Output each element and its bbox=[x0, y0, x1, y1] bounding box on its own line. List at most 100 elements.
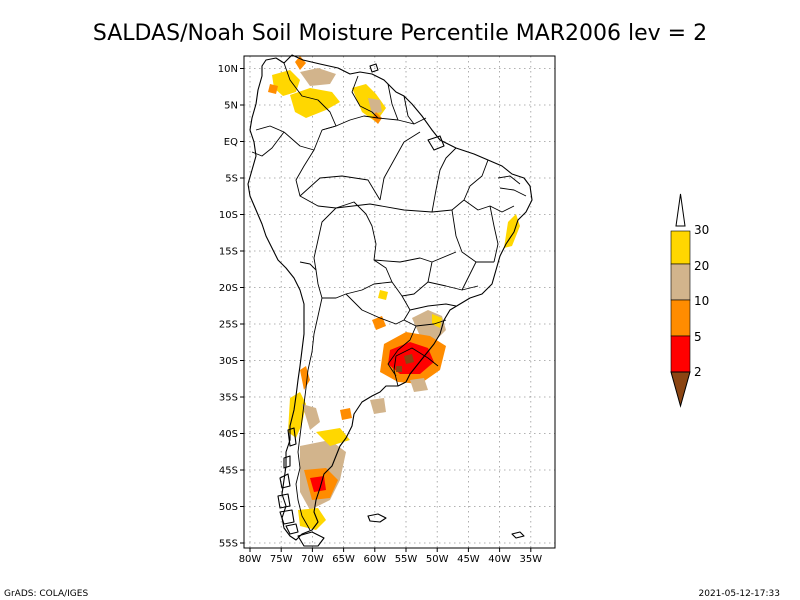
patch-rio-grande bbox=[372, 310, 446, 392]
lat-label-25S: 25S bbox=[219, 320, 238, 331]
border-brazil-state-3 bbox=[379, 131, 421, 201]
border-brazil-state-6 bbox=[463, 199, 515, 213]
patch-yellow-east-coast bbox=[504, 214, 520, 248]
border-guianas-brazil bbox=[377, 117, 427, 125]
border-bolivia-paraguay bbox=[322, 281, 393, 299]
border-brazil-state-9 bbox=[373, 251, 457, 263]
lat-label-EQ: EQ bbox=[224, 137, 238, 148]
colorbar-swatch-10-20 bbox=[670, 263, 691, 301]
colorbar-bottom-arrow bbox=[670, 371, 691, 408]
footer-timestamp: 2021-05-12-17:33 bbox=[699, 589, 781, 599]
patch-yellow-venezuela bbox=[272, 70, 300, 96]
border-ecuador-peru bbox=[251, 131, 285, 157]
country-borders bbox=[251, 62, 527, 531]
border-peru-bolivia bbox=[313, 207, 337, 271]
border-paraguay-brazil bbox=[391, 281, 411, 321]
patch-tan-buenos-aires bbox=[370, 398, 386, 414]
border-brazil-state-14 bbox=[497, 175, 521, 185]
colorbar-swatch-5-10 bbox=[670, 299, 691, 337]
lat-label-10S: 10S bbox=[219, 210, 238, 221]
fjord-island-2 bbox=[279, 473, 291, 489]
lat-label-45S: 45S bbox=[219, 466, 238, 477]
border-venezuela-brazil bbox=[321, 115, 379, 131]
border-brazil-state-15 bbox=[499, 187, 527, 197]
lon-label-75W: 75W bbox=[270, 554, 293, 565]
lon-label-55W: 55W bbox=[395, 554, 418, 565]
lon-label-60W: 60W bbox=[363, 554, 386, 565]
border-brazil-state-10 bbox=[401, 261, 433, 297]
percentile-shading bbox=[268, 56, 520, 530]
fjord-island-1 bbox=[283, 455, 291, 469]
lat-label-35S: 35S bbox=[219, 393, 238, 404]
border-brazil-state-2 bbox=[299, 175, 381, 201]
lon-label-80W: 80W bbox=[239, 554, 262, 565]
patch-yellow-santacruz bbox=[298, 508, 326, 530]
patch-tan-uruguay bbox=[410, 378, 428, 392]
patch-patagonia bbox=[288, 366, 386, 530]
patch-orange-misiones bbox=[372, 316, 386, 330]
border-uruguay-argentina bbox=[393, 355, 399, 387]
coastline-south-america bbox=[247, 54, 533, 541]
lat-label-30S: 30S bbox=[219, 356, 238, 367]
coastline-tierra-del-fuego bbox=[297, 531, 325, 547]
border-brazil-state-7 bbox=[489, 205, 499, 263]
coastline-falklands bbox=[367, 513, 387, 523]
colorbar-swatch-20-30 bbox=[670, 230, 691, 265]
chile-fjords bbox=[277, 427, 299, 535]
border-argentina-brazil bbox=[387, 319, 417, 377]
border-peru-brazil bbox=[295, 149, 337, 209]
patch-tan-neuquen bbox=[302, 404, 320, 430]
map-frame bbox=[243, 55, 556, 549]
colorbar-label-20: 20 bbox=[694, 259, 709, 273]
lon-label-70W: 70W bbox=[301, 554, 324, 565]
patch-orange-coast bbox=[295, 56, 306, 70]
fjord-island-3 bbox=[277, 493, 291, 509]
lon-label-50W: 50W bbox=[426, 554, 449, 565]
border-suriname-guiana bbox=[403, 95, 415, 125]
colorbar-label-5: 5 bbox=[694, 330, 702, 344]
colorbar-label-10: 10 bbox=[694, 294, 709, 308]
border-brazil-state-12 bbox=[409, 303, 457, 311]
border-bolivia-brazil bbox=[335, 201, 393, 283]
latitude-axis: 10N 5N EQ 5S 10S 15S 20S 25S 30S 35S 40S 45S 50S 55S bbox=[218, 64, 244, 550]
border-brazil-uruguay bbox=[395, 347, 439, 367]
border-brazil-state-5 bbox=[451, 159, 489, 211]
lat-label-15S: 15S bbox=[219, 247, 238, 258]
fjord-island-5 bbox=[285, 523, 299, 535]
border-brazil-state-11 bbox=[427, 281, 479, 291]
patch-yellow-chile-central bbox=[288, 392, 306, 438]
lat-label-10N: 10N bbox=[218, 64, 238, 75]
map-title: SALDAS/Noah Soil Moisture Percentile MAR… bbox=[93, 21, 707, 46]
lat-label-55S: 55S bbox=[219, 539, 238, 550]
patch-orange-maracaibo bbox=[268, 84, 278, 94]
border-venezuela-guyana bbox=[351, 75, 379, 119]
lon-label-45W: 45W bbox=[457, 554, 480, 565]
colorbar-label-2: 2 bbox=[694, 365, 702, 379]
border-guyana-suriname bbox=[387, 83, 399, 121]
border-chile-argentina bbox=[295, 297, 323, 531]
lat-label-5S: 5S bbox=[225, 174, 238, 185]
lon-label-35W: 35W bbox=[519, 554, 542, 565]
border-colombia-peru-brazil bbox=[283, 129, 323, 151]
colorbar-label-30: 30 bbox=[694, 223, 709, 237]
coastline-south-georgia bbox=[511, 531, 525, 539]
border-bolivia-chile bbox=[315, 269, 323, 299]
footer-credit: GrADS: COLA/IGES bbox=[4, 589, 88, 599]
border-brazil-state-8 bbox=[451, 209, 494, 263]
coastline-trinidad bbox=[369, 63, 379, 73]
colorbar-swatch-2-5 bbox=[670, 335, 691, 373]
patch-brown-rs bbox=[404, 354, 414, 364]
border-brazil-state-1 bbox=[335, 203, 453, 213]
patch-tan-venezuela bbox=[300, 68, 336, 86]
border-paraguay-argentina bbox=[345, 293, 405, 325]
border-brazil-state-4 bbox=[431, 147, 457, 213]
fjord-island-chiloe bbox=[287, 427, 297, 447]
border-brazil-state-16 bbox=[461, 261, 477, 291]
patch-brown-rs-2 bbox=[396, 366, 402, 372]
colorbar-legend: 30 20 10 5 2 bbox=[670, 193, 709, 408]
patch-tan-guyana bbox=[368, 98, 382, 114]
lat-label-40S: 40S bbox=[219, 429, 238, 440]
lon-label-65W: 65W bbox=[332, 554, 355, 565]
patch-orange-la-pampa bbox=[340, 408, 352, 420]
